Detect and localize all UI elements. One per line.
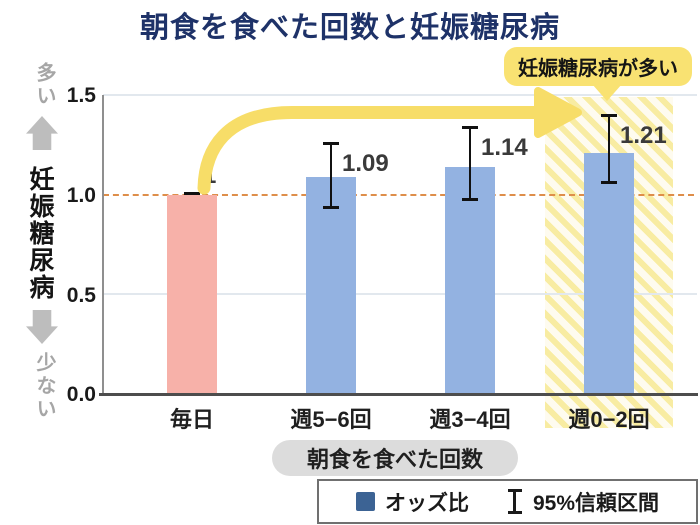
x-tick-label-毎日: 毎日 <box>169 407 214 432</box>
y-tick-0_5: 0.5 <box>66 284 96 307</box>
bar-毎日 <box>167 194 217 394</box>
error-bar-cap-top <box>601 113 617 117</box>
bar-value-label: 1 <box>203 161 217 189</box>
bar-value-label: 1.21 <box>620 121 667 149</box>
error-bar-cap-bottom <box>462 198 478 202</box>
odds-ratio-swatch-icon <box>355 492 375 511</box>
error-bar-週5−6回 <box>329 142 333 209</box>
y-tick-1_5: 1.5 <box>66 84 96 107</box>
bar-週3−4回 <box>445 166 495 394</box>
x-tick-label-週0−2回: 週0−2回 <box>568 407 650 432</box>
error-bar-cap-bottom <box>601 180 617 184</box>
y-tick-1_0: 1.0 <box>66 184 96 207</box>
x-tick-label-週5−6回: 週5−6回 <box>290 407 372 432</box>
gridline-1.5 <box>103 94 697 96</box>
legend-ci-label: 95%信頼区間 <box>532 491 660 515</box>
y-axis-line <box>102 95 104 394</box>
y-axis-title: 妊娠糖尿病 <box>26 166 54 301</box>
y-tick-0_0: 0.0 <box>66 383 96 406</box>
error-bar-cap-top <box>323 141 339 145</box>
error-bar-cap-bottom <box>323 206 339 210</box>
annotation-badge: 妊娠糖尿病が多い <box>504 47 692 86</box>
error-bar-週3−4回 <box>468 126 472 201</box>
bar-value-label: 1.14 <box>481 133 528 161</box>
chart-title: 朝食を食べた回数と妊娠糖尿病 <box>139 12 560 44</box>
reference-line-1_0 <box>103 193 694 196</box>
error-bar-週0−2回 <box>607 114 611 183</box>
error-bar-cap-top <box>462 125 478 129</box>
bar-週5−6回 <box>306 176 356 394</box>
y-axis-less-label: 少ない <box>33 352 55 421</box>
annotation-badge-tail <box>592 84 622 101</box>
gridline-0.5 <box>103 293 697 295</box>
x-axis-title: 朝食を食べた回数 <box>272 440 518 476</box>
legend-box: オッズ比 95%信頼区間 <box>317 479 698 524</box>
reference-tick-毎日 <box>184 191 200 195</box>
bar-週0−2回 <box>584 152 634 394</box>
confidence-interval-icon <box>507 489 523 514</box>
legend-odds-label: オッズ比 <box>384 491 469 515</box>
x-tick-label-週3−4回: 週3−4回 <box>429 407 511 432</box>
y-axis-more-label: 多い <box>33 62 55 108</box>
bar-value-label: 1.09 <box>342 149 389 177</box>
x-axis-line <box>99 393 698 396</box>
